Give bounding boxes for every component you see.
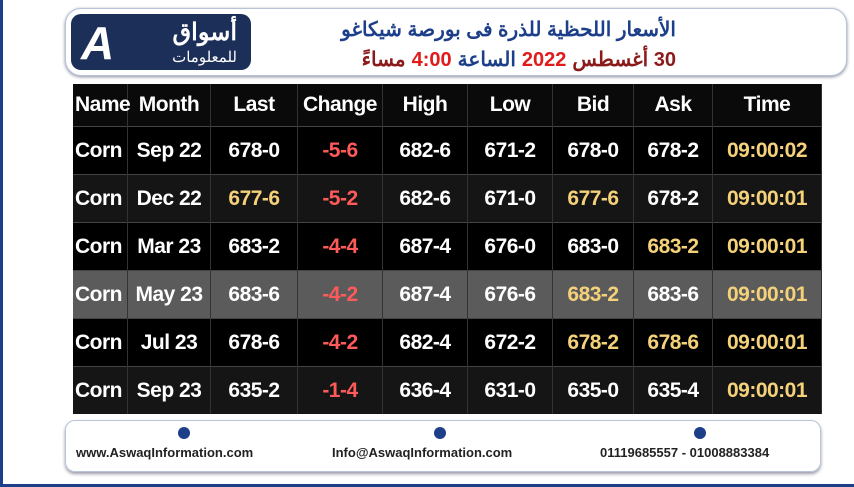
column-header: Month — [127, 84, 211, 127]
subtitle-part: مساءً — [361, 49, 406, 71]
column-header: Time — [712, 84, 822, 127]
table-cell: 671-2 — [467, 126, 553, 175]
table-cell: 683-6 — [633, 270, 713, 319]
table-cell: 678-2 — [633, 126, 713, 175]
table-cell: 09:00:01 — [712, 174, 822, 223]
table-cell: 678-2 — [633, 174, 713, 223]
table-cell: -5-6 — [297, 126, 383, 175]
table-cell: 677-6 — [552, 174, 634, 223]
table-cell: 678-6 — [210, 318, 298, 367]
column-header: Last — [210, 84, 298, 127]
table-cell: 09:00:01 — [712, 270, 822, 319]
table-row: Corn Sep 22 678-0 -5-6 682-6 671-2 678-0 678-2 0… — [73, 126, 822, 175]
table-cell: 631-0 — [467, 366, 553, 414]
table-cell: 683-2 — [210, 222, 298, 271]
table-cell: 09:00:01 — [712, 366, 822, 414]
table-cell: Corn — [73, 126, 128, 175]
table-cell: 635-2 — [210, 366, 298, 414]
subtitle: 30 أغسطس2022الساعة4:00مساءً — [356, 47, 676, 72]
table-cell: 09:00:02 — [712, 126, 822, 175]
website[interactable]: www.AswaqInformation.com — [76, 445, 254, 460]
header-row: Name Month Last Change High Low Bid Ask Time — [73, 84, 822, 127]
table-cell: 682-6 — [382, 174, 468, 223]
table-cell: Corn — [73, 318, 128, 367]
column-header: Low — [467, 84, 553, 127]
table-cell: 676-6 — [467, 270, 553, 319]
table-cell: -4-4 — [297, 222, 383, 271]
table-cell: 687-4 — [382, 270, 468, 319]
email-icon — [434, 427, 446, 439]
logo-subtitle: للمعلومات — [172, 49, 237, 66]
web-icon — [178, 427, 190, 439]
table-cell: -4-2 — [297, 270, 383, 319]
table-cell: 671-0 — [467, 174, 553, 223]
table-cell: -5-2 — [297, 174, 383, 223]
logo: A أسواق للمعلومات — [71, 14, 251, 70]
subtitle-part: الساعة — [457, 49, 516, 71]
column-header: Bid — [552, 84, 634, 127]
footer: www.AswaqInformation.com Info@AswaqInfor… — [65, 420, 821, 472]
table-cell: May 23 — [127, 270, 211, 319]
logo-name: أسواق — [172, 19, 237, 46]
table-cell: 09:00:01 — [712, 222, 822, 271]
table-cell: 682-4 — [382, 318, 468, 367]
table-cell: 687-4 — [382, 222, 468, 271]
table-cell: Corn — [73, 270, 128, 319]
table-row: Corn Jul 23 678-6 -4-2 682-4 672-2 678-2 678-6 0… — [73, 318, 822, 367]
table-cell: 678-0 — [552, 126, 634, 175]
phone: 01119685557 - 01008883384 — [600, 445, 770, 460]
table-cell: 683-2 — [552, 270, 634, 319]
table-cell: 683-0 — [552, 222, 634, 271]
table-row: Corn Mar 23 683-2 -4-4 687-4 676-0 683-0 683-2 0… — [73, 222, 822, 271]
subtitle-part: 4:00 — [411, 49, 452, 71]
table-cell: 683-6 — [210, 270, 298, 319]
table-cell: Jul 23 — [127, 318, 211, 367]
table-cell: Corn — [73, 222, 128, 271]
column-header: Ask — [633, 84, 713, 127]
subtitle-part: 30 أغسطس — [572, 49, 676, 71]
column-header: Name — [73, 84, 131, 127]
table-cell: 678-6 — [633, 318, 713, 367]
table-cell: Sep 22 — [127, 126, 211, 175]
table-cell: Dec 22 — [127, 174, 211, 223]
subtitle-part: 2022 — [521, 49, 567, 71]
table-cell: 09:00:01 — [712, 318, 822, 367]
title: الأسعار اللحظية للذرة فى بورصة شيكاغو — [341, 19, 676, 41]
table-cell: Mar 23 — [127, 222, 211, 271]
table-row: Corn Dec 22 677-6 -5-2 682-6 671-0 677-6 678-2 0… — [73, 174, 822, 223]
table-row: Corn Sep 23 635-2 -1-4 636-4 631-0 635-0 635-4 0… — [73, 366, 822, 414]
table-cell: 672-2 — [467, 318, 553, 367]
table-cell: 636-4 — [382, 366, 468, 414]
table-cell: 677-6 — [210, 174, 298, 223]
table-cell: Corn — [73, 366, 128, 414]
table-cell: 683-2 — [633, 222, 713, 271]
table-cell: 635-4 — [633, 366, 713, 414]
header: A أسواق للمعلومات الأسعار اللحظية للذرة … — [65, 8, 847, 76]
table-cell: 678-0 — [210, 126, 298, 175]
logo-icon: A — [81, 17, 115, 69]
table-cell: 635-0 — [552, 366, 634, 414]
table-cell: Sep 23 — [127, 366, 211, 414]
phone-icon — [694, 427, 706, 439]
table-cell: -1-4 — [297, 366, 383, 414]
email[interactable]: Info@AswaqInformation.com — [332, 445, 513, 460]
column-header: Change — [297, 84, 383, 127]
table-cell: Corn — [73, 174, 128, 223]
table-row: Corn May 23 683-6 -4-2 687-4 676-6 683-2 683-6 0… — [73, 270, 822, 319]
table-cell: 676-0 — [467, 222, 553, 271]
table-cell: -4-2 — [297, 318, 383, 367]
table-cell: 682-6 — [382, 126, 468, 175]
price-table: Name Month Last Change High Low Bid Ask Time Corn… — [73, 84, 822, 414]
table-cell: 678-2 — [552, 318, 634, 367]
column-header: High — [382, 84, 468, 127]
